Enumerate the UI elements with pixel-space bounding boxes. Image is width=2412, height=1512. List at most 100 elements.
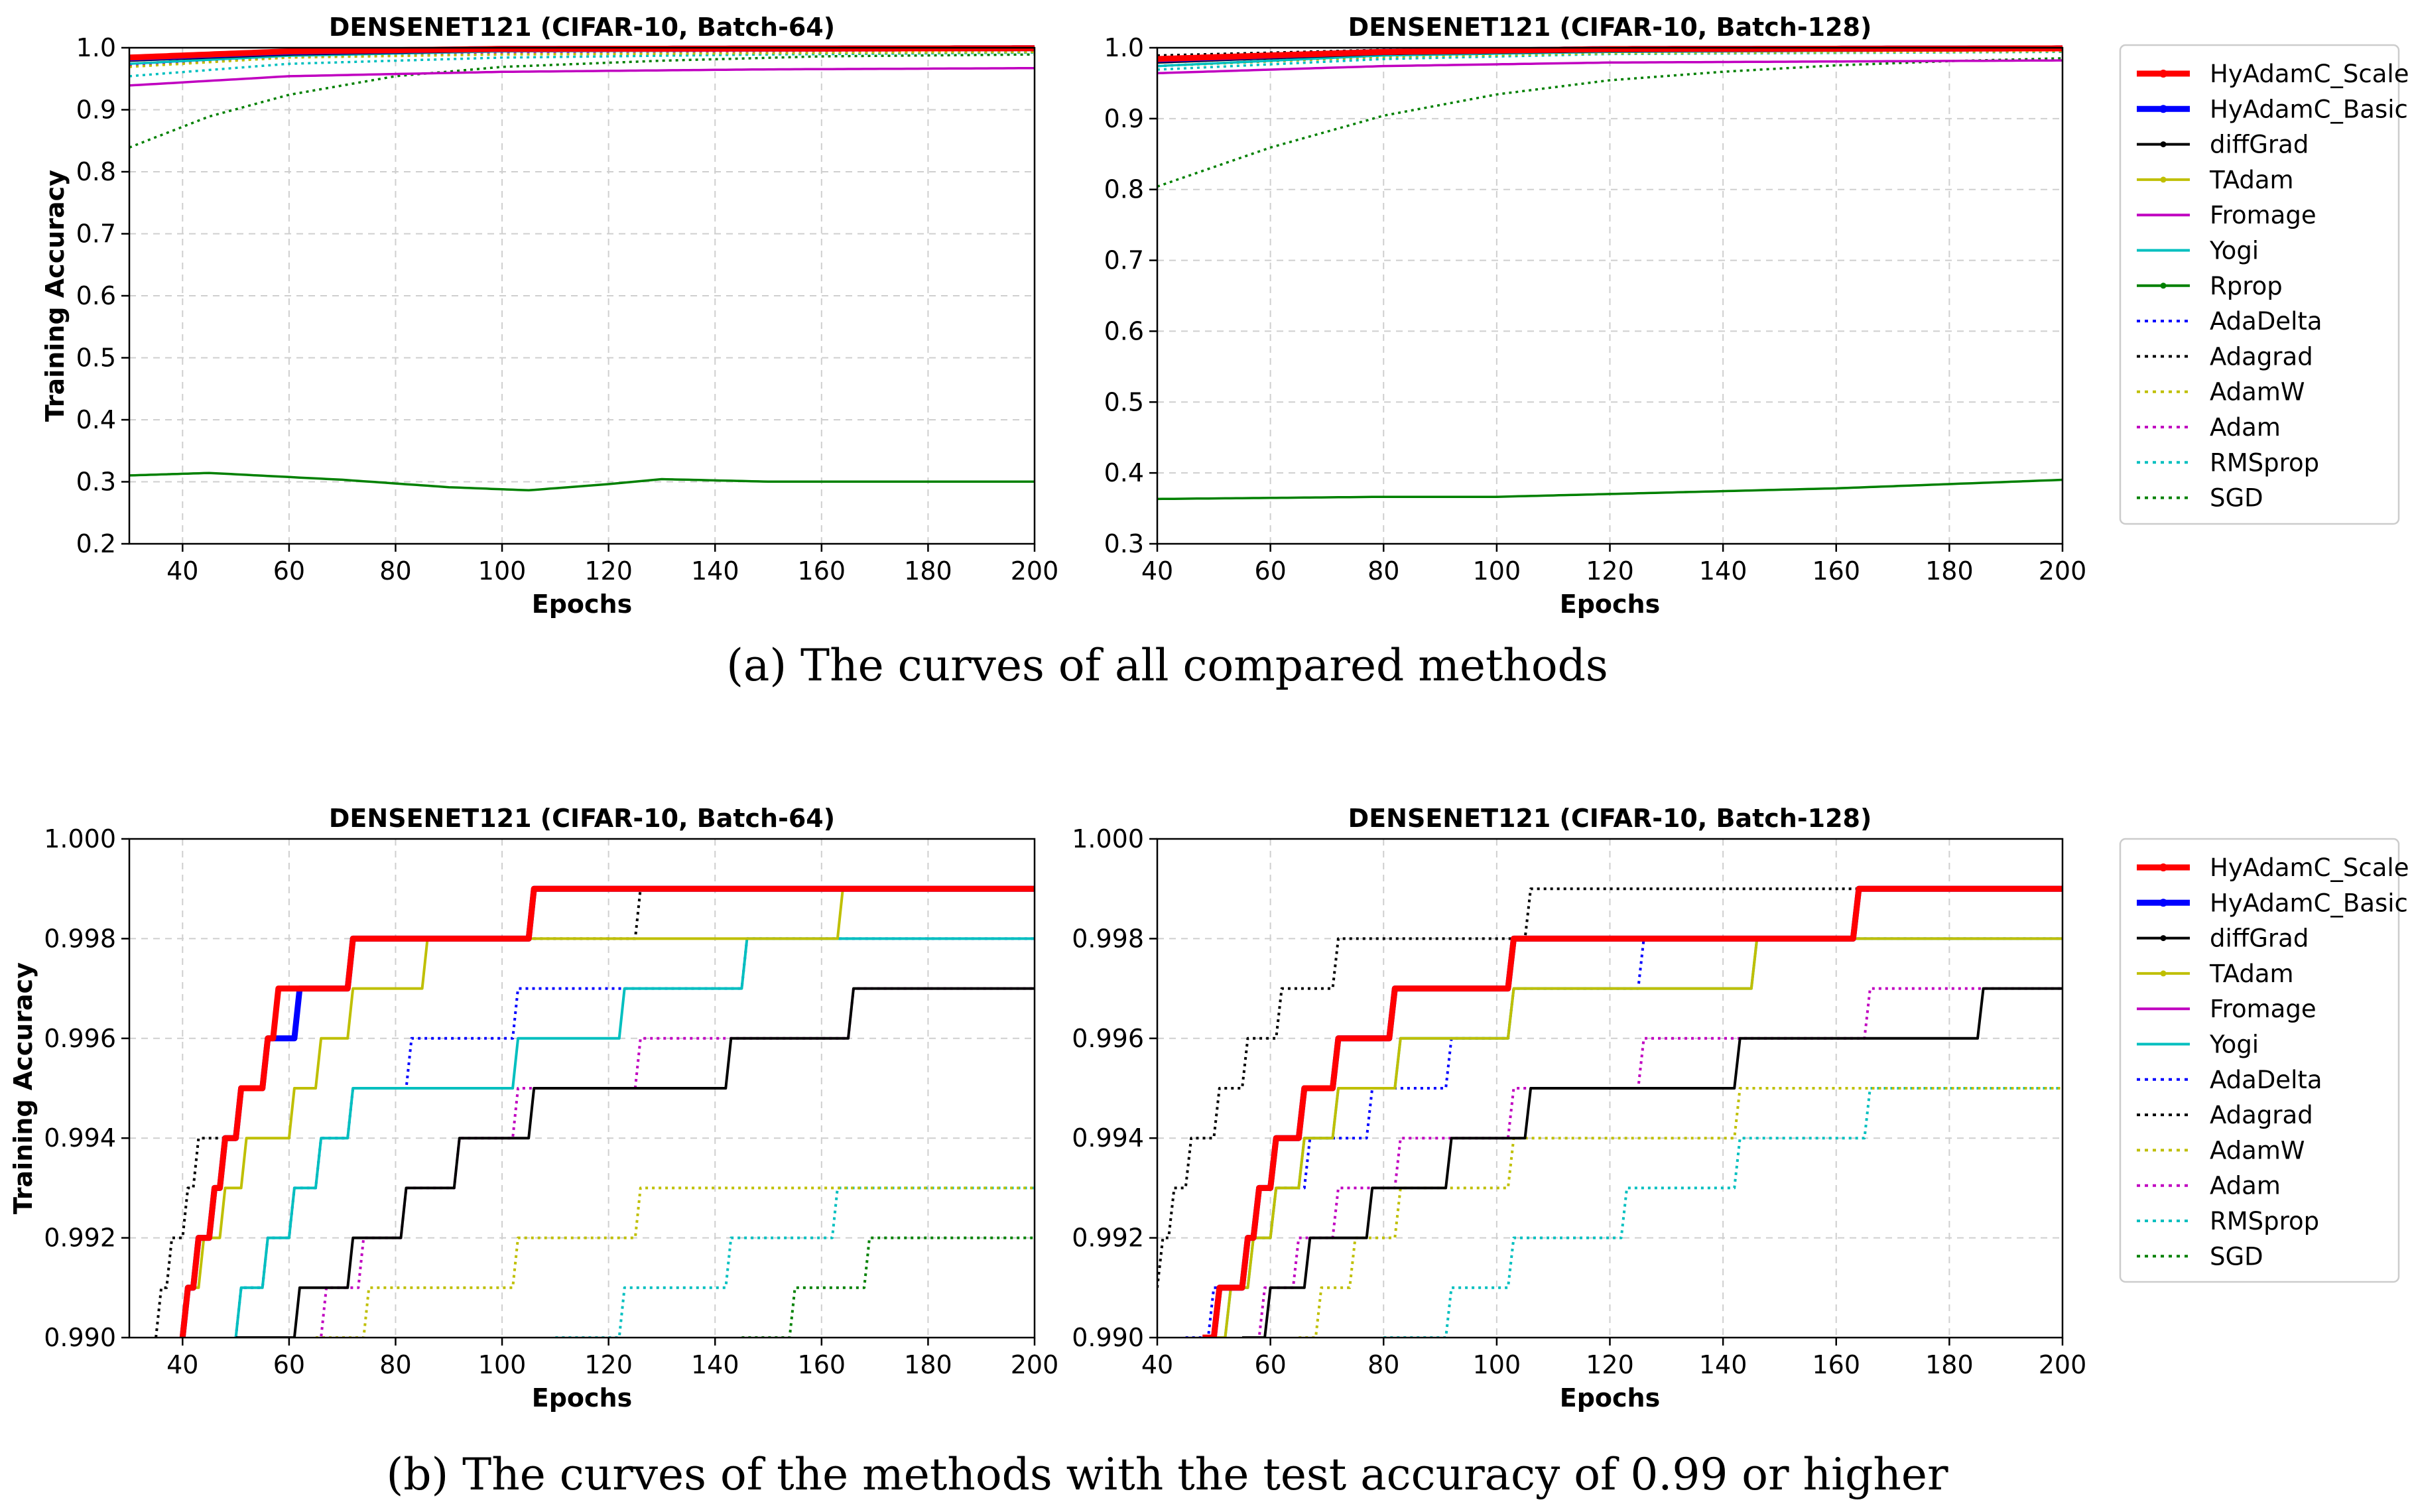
y-tick-label: 0.3 bbox=[76, 468, 116, 497]
y-tick-label: 0.3 bbox=[1104, 529, 1144, 558]
legend-item-Fromage: Fromage bbox=[2137, 201, 2317, 229]
y-tick-label: 0.7 bbox=[1104, 246, 1144, 275]
legend-marker bbox=[2160, 935, 2167, 942]
x-axis-label: Epochs bbox=[1560, 1383, 1660, 1413]
legend-label: Yogi bbox=[2209, 237, 2259, 265]
y-tick-label: 0.5 bbox=[76, 344, 116, 373]
x-tick-label: 140 bbox=[691, 556, 739, 586]
y-tick-label: 0.9 bbox=[76, 95, 116, 125]
legend-item-SGD: SGD bbox=[2137, 484, 2263, 513]
legend-item-SGD: SGD bbox=[2137, 1242, 2263, 1271]
x-tick-label: 120 bbox=[584, 1350, 633, 1379]
series-line-AdamW bbox=[1157, 50, 2063, 68]
legend-label: AdaDelta bbox=[2210, 1066, 2322, 1094]
chart-title: DENSENET121 (CIFAR-10, Batch-64) bbox=[329, 804, 835, 833]
x-tick-label: 160 bbox=[798, 556, 846, 586]
y-tick-label: 0.6 bbox=[76, 281, 116, 310]
legend-label: HyAdamC_Basic bbox=[2210, 889, 2408, 917]
legend-label: Rprop bbox=[2210, 272, 2283, 300]
series-line-HyAdamC_Scale bbox=[179, 885, 1035, 1338]
legend-item-Adam: Adam bbox=[2137, 413, 2281, 442]
chart-title: DENSENET121 (CIFAR-10, Batch-128) bbox=[1348, 13, 1872, 42]
legend-frame bbox=[2119, 44, 2400, 525]
legend-marker bbox=[2160, 283, 2167, 289]
legend-frame bbox=[2119, 838, 2400, 1283]
x-tick-label: 200 bbox=[2039, 556, 2087, 586]
x-tick-label: 80 bbox=[379, 1350, 411, 1379]
legend-item-AdaDelta: AdaDelta bbox=[2137, 307, 2322, 336]
x-tick-label: 40 bbox=[1141, 1350, 1173, 1379]
series-line-AdamW bbox=[129, 50, 1035, 68]
x-tick-label: 80 bbox=[1367, 1350, 1399, 1379]
x-tick-label: 180 bbox=[1925, 1350, 1974, 1379]
legend-label: Fromage bbox=[2210, 995, 2317, 1023]
series-line-diffGrad bbox=[235, 987, 1035, 1338]
legend-label: HyAdamC_Scale bbox=[2210, 853, 2409, 882]
y-axis-label: Training Accuracy bbox=[40, 170, 70, 422]
chart-a-right: 40 60 80 100 120 140 160 180 200 0.3 0.4 0.5 0.6 0.7 0… bbox=[1104, 13, 2087, 619]
x-tick-label: 140 bbox=[691, 1350, 739, 1379]
series-line-Rprop bbox=[1157, 478, 2063, 501]
legend-label: Adam bbox=[2210, 413, 2281, 442]
legend-item-diffGrad: diffGrad bbox=[2137, 131, 2309, 159]
legend-b: HyAdamC_Scale HyAdamC_Basic diffGrad TAdam F… bbox=[2119, 838, 2409, 1283]
y-tick-label: 0.4 bbox=[1104, 458, 1144, 487]
legend-label: HyAdamC_Basic bbox=[2210, 95, 2408, 123]
series-line-SGD bbox=[741, 1236, 1035, 1338]
y-tick-label: 0.994 bbox=[44, 1123, 116, 1153]
y-tick-label: 0.990 bbox=[44, 1323, 116, 1352]
x-tick-label: 60 bbox=[273, 1350, 305, 1379]
x-tick-label: 200 bbox=[1011, 1350, 1059, 1379]
y-axis-label: Training Accuracy bbox=[9, 962, 38, 1214]
x-tick-label: 180 bbox=[904, 1350, 952, 1379]
chart-a-left: 40 60 80 100 120 140 160 180 200 0.2 0.3 0.4 0.5 0.6 0… bbox=[40, 13, 1058, 619]
y-tick-label: 0.992 bbox=[44, 1224, 116, 1253]
legend-item-HyAdamC_Basic: HyAdamC_Basic bbox=[2137, 889, 2408, 917]
series-line-Adagrad bbox=[155, 887, 1035, 1338]
series-line-Adagrad bbox=[1157, 887, 2063, 1289]
x-tick-label: 160 bbox=[1812, 556, 1860, 586]
x-tick-label: 60 bbox=[273, 556, 305, 586]
caption-b: (b) The curves of the methods with the t… bbox=[386, 1449, 1948, 1500]
legend-item-HyAdamC_Scale: HyAdamC_Scale bbox=[2137, 853, 2409, 882]
legend-label: diffGrad bbox=[2210, 924, 2309, 953]
legend-label: diffGrad bbox=[2210, 131, 2309, 159]
legend-label: Fromage bbox=[2210, 201, 2317, 229]
series-line-Adam bbox=[316, 987, 1035, 1338]
legend-item-Adagrad: Adagrad bbox=[2137, 1101, 2313, 1129]
plot-area bbox=[129, 45, 1035, 492]
legend-item-AdaDelta: AdaDelta bbox=[2137, 1066, 2322, 1094]
legend-label: TAdam bbox=[2209, 166, 2294, 194]
legend-item-RMSprop: RMSprop bbox=[2137, 448, 2319, 477]
x-tick-label: 40 bbox=[166, 1350, 198, 1379]
x-tick-label: 100 bbox=[1473, 1350, 1521, 1379]
x-tick-label: 180 bbox=[904, 556, 952, 586]
y-tick-label: 0.8 bbox=[1104, 175, 1144, 204]
legend-item-AdamW: AdamW bbox=[2137, 378, 2305, 407]
x-tick-label: 120 bbox=[584, 556, 633, 586]
legend-item-Adagrad: Adagrad bbox=[2137, 342, 2313, 371]
chart-title: DENSENET121 (CIFAR-10, Batch-128) bbox=[1348, 804, 1872, 833]
legend-label: Adam bbox=[2210, 1172, 2281, 1200]
legend-label: HyAdamC_Scale bbox=[2210, 60, 2409, 88]
y-tick-label: 0.994 bbox=[1072, 1123, 1144, 1153]
chart-b-left: 40 60 80 100 120 140 160 180 200 0.990 0.992 0.994 0… bbox=[9, 804, 1058, 1413]
series-line-Rprop bbox=[129, 472, 1035, 492]
y-tick-label: 0.7 bbox=[76, 220, 116, 249]
legend-marker bbox=[2159, 863, 2167, 871]
series-line-TAdam bbox=[1214, 937, 2063, 1338]
legend-item-Adam: Adam bbox=[2137, 1172, 2281, 1200]
y-tick-label: 1.0 bbox=[1104, 33, 1144, 62]
legend-label: AdamW bbox=[2210, 1136, 2305, 1165]
y-tick-label: 0.998 bbox=[44, 924, 116, 953]
x-tick-label: 180 bbox=[1925, 556, 1974, 586]
legend-label: Adagrad bbox=[2210, 1101, 2313, 1129]
x-tick-label: 80 bbox=[379, 556, 411, 586]
series-line-SGD bbox=[129, 53, 1035, 149]
y-tick-label: 0.5 bbox=[1104, 387, 1144, 416]
x-tick-label: 140 bbox=[1699, 1350, 1747, 1379]
legend-label: AdaDelta bbox=[2210, 307, 2322, 336]
legend-label: SGD bbox=[2210, 484, 2263, 513]
chart-title: DENSENET121 (CIFAR-10, Batch-64) bbox=[329, 13, 835, 42]
series-line-AdamW bbox=[316, 1186, 1035, 1338]
